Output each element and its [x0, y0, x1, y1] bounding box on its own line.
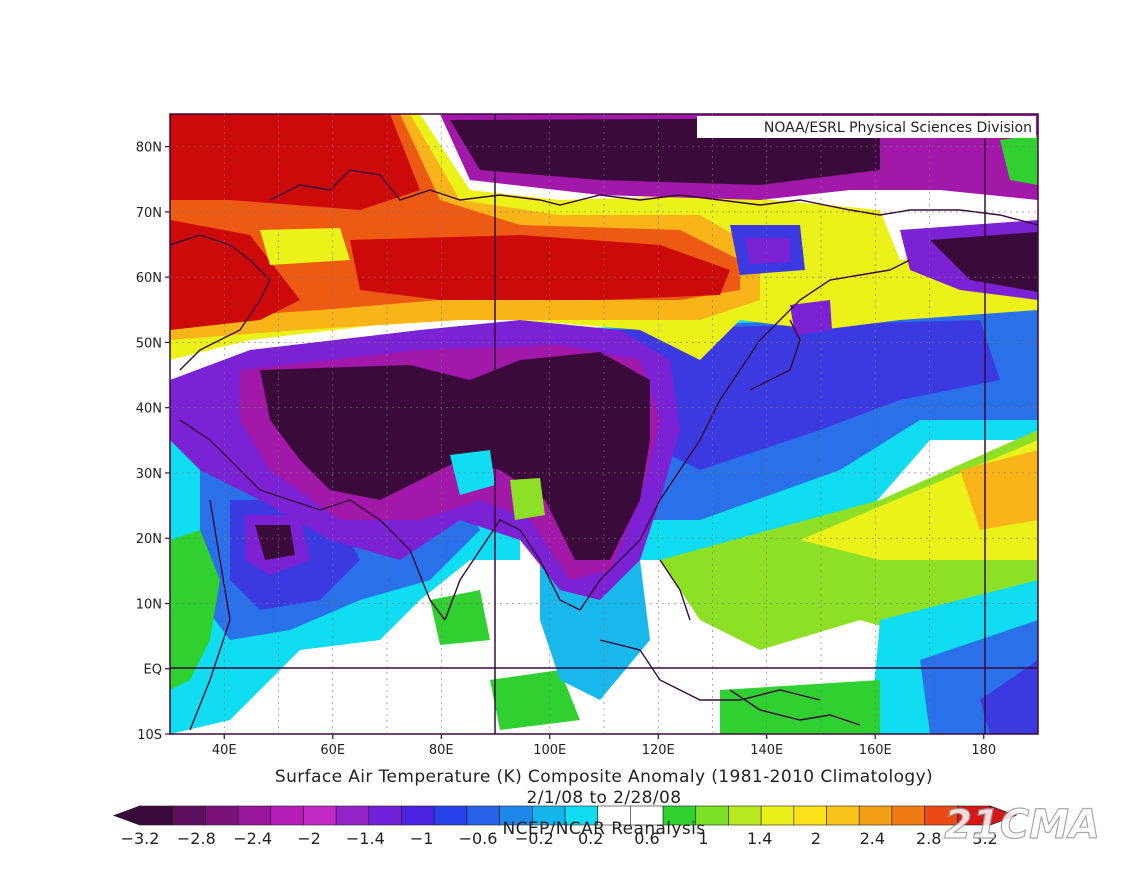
- field-tibet-green: [510, 478, 545, 520]
- lon-tick-label: 180: [971, 743, 996, 758]
- longitude-labels: 40E 60E 80E 100E 120E 140E 160E 180: [212, 734, 996, 758]
- field-warm-red-north: [170, 114, 420, 210]
- colorbar-low-arrow: [112, 805, 141, 826]
- colorbar-swatch: [270, 805, 304, 826]
- colorbar-label: −3.2: [121, 829, 160, 848]
- colorbar-swatch: [728, 805, 762, 826]
- colorbar-high-arrow: [989, 805, 1018, 826]
- field-indochina-cyan: [540, 560, 650, 700]
- field-kuril-purple: [790, 300, 832, 335]
- colorbar-swatch: [303, 805, 337, 826]
- field-arabia-deep: [255, 525, 295, 560]
- colorbar-label: 2.4: [860, 829, 885, 848]
- field-okhotsk-purple: [745, 238, 790, 264]
- lon-tick-label: 80E: [429, 743, 454, 758]
- lat-tick-label: 50N: [136, 336, 162, 351]
- graticule: [170, 114, 1038, 734]
- title-line-2: 2/1/08 to 2/28/08: [527, 788, 682, 808]
- lat-tick-label: EQ: [144, 663, 162, 678]
- lat-tick-label: 20N: [136, 532, 162, 547]
- title-line-3: NCEP/NCAR Reanalysis: [502, 819, 705, 839]
- lat-tick-label: 10N: [136, 597, 162, 612]
- lon-tick-label: 120E: [642, 743, 675, 758]
- field-indo-green: [490, 670, 580, 730]
- field-warm-red-siberia: [350, 235, 730, 300]
- field-arctic-green-east: [1000, 135, 1038, 185]
- credit-text: NOAA/ESRL Physical Sciences Division: [764, 120, 1032, 136]
- credit-box: [697, 116, 1036, 138]
- colorbar-swatch: [466, 805, 500, 826]
- latitude-labels: 80N 70N 60N 50N 40N 30N 20N 10N EQ 10S: [136, 141, 170, 743]
- lat-tick-label: 30N: [136, 467, 162, 482]
- colorbar-label: 0.6: [634, 829, 659, 848]
- colorbar-label: 2.8: [916, 829, 941, 848]
- colorbar: [112, 805, 1018, 826]
- colorbar-swatch: [433, 805, 468, 826]
- lon-tick-label: 100E: [533, 743, 566, 758]
- field-warm-red-west: [170, 220, 300, 330]
- field-himalaya-cyan: [450, 450, 495, 495]
- colorbar-label: −2.8: [177, 829, 216, 848]
- lon-tick-label: 40E: [212, 743, 237, 758]
- colorbar-swatch: [205, 805, 239, 826]
- title-line-1: Surface Air Temperature (K) Composite An…: [275, 767, 933, 787]
- colorbar-label: 1.4: [747, 829, 772, 848]
- colorbar-label: −0.6: [459, 829, 498, 848]
- field-urals-yellow: [260, 228, 350, 265]
- colorbar-swatch: [793, 805, 827, 826]
- colorbar-label: 2: [811, 829, 821, 848]
- field-bay-green: [430, 590, 490, 645]
- lat-tick-label: 70N: [136, 206, 162, 221]
- colorbar-swatch: [826, 805, 860, 826]
- colorbar-swatch: [335, 805, 370, 826]
- colorbar-label: −2.4: [233, 829, 272, 848]
- colorbar-swatch: [891, 805, 925, 826]
- coastlines: [170, 169, 1038, 731]
- lat-tick-label: 40N: [136, 402, 162, 417]
- lon-tick-label: 140E: [750, 743, 783, 758]
- lon-tick-label: 60E: [320, 743, 345, 758]
- anomaly-field: [170, 114, 1038, 734]
- lat-tick-label: 10S: [137, 728, 162, 743]
- colorbar-label: −1: [410, 829, 434, 848]
- watermark: 21CMA: [944, 802, 1100, 848]
- colorbar-label: 1: [698, 829, 708, 848]
- field-australia-green: [720, 680, 880, 734]
- field-eq-east-deepblue: [980, 660, 1038, 734]
- colorbar-label: −1.4: [346, 829, 385, 848]
- colorbar-swatch: [172, 805, 206, 826]
- field-pacific-orange: [960, 450, 1038, 530]
- colorbar-label: −2: [297, 829, 321, 848]
- colorbar-labels: −3.2 −2.8 −2.4 −2 −1.4 −1 −0.6 −0.2 0.2 0.6 1 1.4 2 2…: [121, 829, 998, 848]
- lon-tick-label: 160E: [859, 743, 892, 758]
- colorbar-swatch: [237, 805, 272, 826]
- colorbar-swatch: [760, 805, 795, 826]
- colorbar-swatch: [401, 805, 435, 826]
- colorbar-label: 3.2: [972, 829, 997, 848]
- lat-tick-label: 80N: [136, 141, 162, 156]
- colorbar-swatch: [858, 805, 893, 826]
- colorbar-label: 0.2: [578, 829, 603, 848]
- colorbar-label: −0.2: [515, 829, 554, 848]
- field-africa-green: [170, 530, 220, 690]
- colorbar-swatch: [139, 805, 173, 826]
- field-pacific-deepblue: [620, 320, 1000, 470]
- colorbar-swatch: [368, 805, 402, 826]
- lat-tick-label: 60N: [136, 271, 162, 286]
